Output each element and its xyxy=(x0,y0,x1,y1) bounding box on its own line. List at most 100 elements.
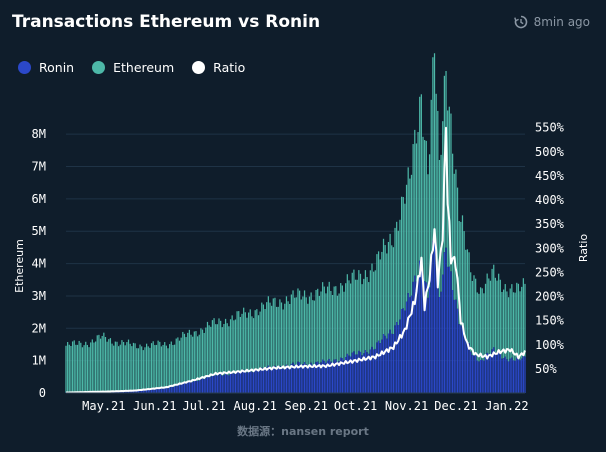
ethereum-bar xyxy=(243,307,245,370)
ethereum-bar xyxy=(298,290,301,363)
ronin-bar xyxy=(259,370,261,393)
ethereum-bar xyxy=(499,279,501,355)
y-left-tick-label: 3M xyxy=(32,289,46,303)
history-icon xyxy=(513,15,528,29)
ronin-bar xyxy=(486,352,488,393)
ronin-bar xyxy=(111,391,113,393)
ronin-bar xyxy=(277,368,279,393)
ethereum-bar xyxy=(121,340,123,392)
ethereum-bar xyxy=(412,144,414,282)
ethereum-bar xyxy=(470,272,472,352)
ethereum-bar xyxy=(407,167,409,294)
legend-item-ethereum[interactable]: Ethereum xyxy=(92,60,174,75)
ethereum-bar xyxy=(396,221,398,323)
ethereum-bar xyxy=(374,270,376,349)
ethereum-bar xyxy=(310,292,312,363)
ethereum-bar xyxy=(122,342,125,392)
ronin-bar xyxy=(358,350,360,393)
ronin-bar xyxy=(343,360,345,393)
ethereum-bar xyxy=(223,323,225,375)
ethereum-bar xyxy=(244,312,246,371)
ronin-bar xyxy=(116,391,118,393)
ethereum-bar xyxy=(177,337,179,385)
ronin-bar xyxy=(326,360,329,393)
ethereum-bar xyxy=(280,302,283,367)
ronin-bar xyxy=(149,389,151,393)
ronin-bar xyxy=(193,380,195,393)
legend-swatch-ronin xyxy=(18,61,31,74)
ethereum-bar xyxy=(206,321,209,377)
ronin-bar xyxy=(165,388,167,393)
ethereum-bar xyxy=(226,323,228,375)
ethereum-bar xyxy=(93,342,95,393)
ethereum-bar xyxy=(366,277,368,353)
ethereum-bar xyxy=(326,286,329,361)
ronin-bar xyxy=(302,364,304,393)
legend-item-ronin[interactable]: Ronin xyxy=(18,60,74,75)
ronin-bar xyxy=(294,364,296,393)
ethereum-bar xyxy=(519,291,521,361)
ronin-bar xyxy=(150,389,153,393)
ronin-bar xyxy=(211,374,214,393)
ronin-bar xyxy=(203,379,205,393)
ethereum-bar xyxy=(521,286,523,359)
ethereum-bar xyxy=(476,292,478,361)
ronin-bar xyxy=(387,333,390,393)
ronin-bar xyxy=(384,335,386,393)
ronin-bar xyxy=(412,281,414,393)
ethereum-bar xyxy=(349,283,352,357)
ethereum-bar xyxy=(369,270,371,350)
ethereum-bar xyxy=(200,328,202,379)
ronin-bar xyxy=(521,358,523,393)
ethereum-bar xyxy=(361,284,363,356)
ronin-bar xyxy=(455,299,457,393)
ethereum-bar xyxy=(131,346,133,392)
ronin-bar xyxy=(145,389,148,393)
ethereum-bar xyxy=(302,296,304,365)
ronin-bar xyxy=(315,361,317,393)
ethereum-bar xyxy=(159,341,161,389)
ronin-bar xyxy=(169,387,171,393)
ronin-bar xyxy=(210,376,212,393)
ronin-bar xyxy=(493,347,495,393)
ethereum-bar xyxy=(297,288,299,362)
ethereum-bar xyxy=(351,272,353,353)
y-right-tick-label: 150% xyxy=(535,314,565,328)
ethereum-bar xyxy=(193,331,195,381)
ethereum-bar xyxy=(129,343,131,392)
ethereum-bar xyxy=(252,318,255,373)
ronin-bar xyxy=(420,259,422,393)
legend-item-ratio[interactable]: Ratio xyxy=(192,60,245,75)
ethereum-bar xyxy=(405,184,408,302)
ronin-bar xyxy=(415,281,418,393)
ethereum-bar xyxy=(512,292,515,361)
ronin-bar xyxy=(410,295,413,393)
ronin-bar xyxy=(185,383,187,393)
ethereum-bar xyxy=(164,342,166,389)
ethereum-bar xyxy=(136,348,138,392)
y-right-tick-label: 500% xyxy=(535,145,565,159)
ethereum-bar xyxy=(261,302,263,368)
ethereum-bar xyxy=(141,346,143,391)
ethereum-bar xyxy=(190,334,192,382)
ethereum-bar xyxy=(478,293,480,362)
ethereum-bar xyxy=(373,271,375,350)
updated-indicator: 8min ago xyxy=(513,15,590,29)
ronin-bar xyxy=(122,391,125,393)
ethereum-bar xyxy=(461,215,464,325)
ronin-bar xyxy=(386,338,388,393)
ethereum-bar xyxy=(175,338,177,386)
ronin-bar xyxy=(379,343,381,393)
ronin-bar xyxy=(470,351,472,393)
ronin-bar xyxy=(223,374,225,393)
ethereum-bar xyxy=(85,341,87,393)
ronin-bar xyxy=(359,351,362,393)
ronin-bar xyxy=(417,276,419,393)
ethereum-bar xyxy=(67,342,69,393)
ethereum-bar xyxy=(165,345,167,389)
ethereum-bar xyxy=(119,344,121,392)
ronin-bar xyxy=(489,354,492,393)
ronin-bar xyxy=(307,366,309,393)
ronin-bar xyxy=(247,370,250,393)
ronin-bar xyxy=(371,346,373,393)
